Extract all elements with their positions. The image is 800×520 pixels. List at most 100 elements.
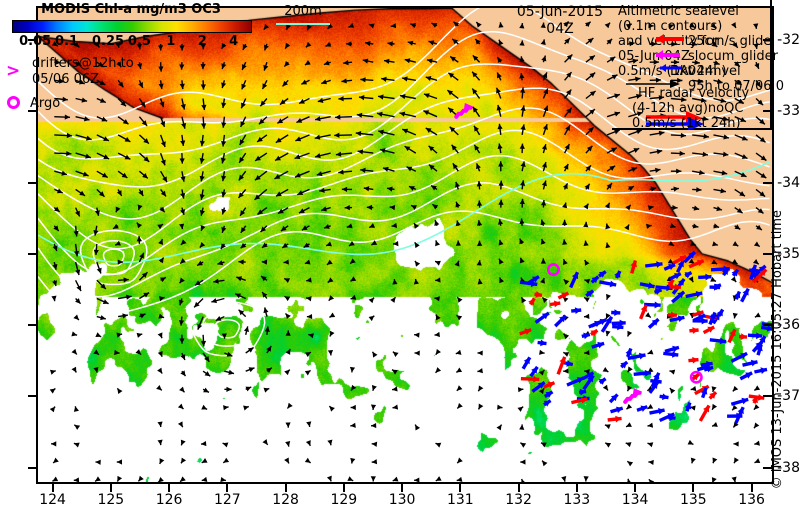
- velocity-vector-head: [452, 38, 458, 45]
- x-tick-mark: [284, 484, 287, 492]
- velocity-vector-head: [159, 458, 165, 464]
- velocity-vector-head: [435, 442, 442, 448]
- velocity-vector-head: [731, 258, 738, 265]
- velocity-vector-head: [414, 332, 420, 338]
- argo-float-marker: [546, 263, 560, 277]
- velocity-vector-head: [451, 144, 457, 151]
- velocity-vector-head: [716, 206, 722, 212]
- velocity-vector-head: [262, 439, 268, 445]
- velocity-vector-head: [261, 276, 267, 282]
- velocity-vector-head: [160, 159, 166, 166]
- map-plot-area[interactable]: [36, 6, 774, 484]
- hf-radar-vector-head: [571, 272, 579, 280]
- velocity-vector-head: [245, 386, 252, 392]
- velocity-vector-head: [221, 102, 227, 109]
- velocity-vector-head: [177, 403, 184, 410]
- x-tick-label: 134: [621, 492, 649, 508]
- velocity-vector-head: [720, 188, 726, 194]
- hf-radar-vector-head: [616, 406, 623, 414]
- velocity-vector-head: [520, 459, 526, 465]
- velocity-vector-head: [118, 81, 124, 88]
- velocity-vector-head: [238, 309, 245, 316]
- velocity-vector-head: [691, 41, 698, 47]
- velocity-vector-head: [563, 368, 569, 374]
- velocity-vector-head: [357, 149, 364, 155]
- sealevel-contour: [38, 107, 770, 220]
- hf-radar-vector-head: [759, 269, 767, 277]
- velocity-vector-head: [286, 23, 291, 30]
- velocity-vector-head: [221, 63, 227, 69]
- velocity-vector-head: [650, 186, 657, 192]
- velocity-vector-head: [370, 476, 376, 482]
- velocity-vector-head: [602, 384, 608, 391]
- velocity-vector-head: [334, 132, 340, 138]
- y-tick-mark-right: [763, 181, 772, 184]
- velocity-vector-head: [203, 387, 209, 393]
- y-tick-label: -37: [777, 388, 800, 405]
- velocity-vector-head: [632, 58, 639, 64]
- velocity-vector-head: [296, 118, 303, 123]
- y-tick-label: -34: [777, 174, 800, 191]
- velocity-vector-head: [200, 44, 206, 50]
- velocity-vector-head: [399, 111, 406, 117]
- velocity-vector-head: [327, 439, 333, 446]
- hf-radar-vector-head: [667, 413, 675, 420]
- velocity-vector-head: [520, 442, 527, 448]
- velocity-vector-head: [448, 72, 455, 79]
- velocity-vector-head: [278, 208, 284, 214]
- velocity-vector-head: [102, 299, 109, 304]
- velocity-vector-head: [94, 210, 101, 216]
- velocity-vector-head: [139, 313, 146, 319]
- velocity-vector-head: [53, 225, 59, 232]
- sealevel-contour: [38, 63, 770, 160]
- velocity-vector-head: [142, 173, 148, 179]
- velocity-vector-head: [671, 41, 677, 47]
- velocity-vector-head: [307, 24, 312, 31]
- velocity-vector-head: [702, 116, 709, 122]
- hf-radar-vector-head: [695, 290, 703, 298]
- velocity-vector-head: [81, 97, 88, 103]
- velocity-vector-head: [314, 134, 321, 140]
- velocity-vector-head: [238, 192, 244, 198]
- velocity-vector-head: [221, 43, 227, 49]
- velocity-vector-head: [736, 208, 743, 214]
- hf-radar-vector-head: [667, 279, 674, 287]
- velocity-vector-head: [71, 366, 77, 373]
- hf-radar-vector-head: [745, 372, 753, 379]
- velocity-vector-head: [327, 349, 334, 356]
- velocity-vector-head: [49, 406, 56, 413]
- velocity-vector-head: [540, 238, 546, 245]
- velocity-vector-head: [372, 351, 378, 358]
- hf-radar-vector-head: [590, 330, 598, 337]
- velocity-vector-head: [85, 153, 91, 159]
- velocity-vector-head: [157, 351, 163, 357]
- velocity-vector-head: [456, 367, 463, 373]
- velocity-vector-head: [681, 96, 687, 103]
- hf-radar-vector-head: [610, 394, 618, 402]
- y-tick-mark: [28, 466, 36, 469]
- velocity-vector-head: [371, 240, 378, 245]
- x-tick-mark: [750, 484, 753, 492]
- velocity-vector-head: [753, 241, 760, 247]
- velocity-vector-head: [477, 368, 483, 374]
- velocity-vector-head: [585, 21, 591, 28]
- velocity-vector-head: [540, 277, 546, 284]
- hf-radar-vector-head: [731, 269, 738, 277]
- velocity-vector-head: [254, 194, 261, 200]
- velocity-vector-head: [457, 457, 463, 464]
- velocity-vector-head: [447, 90, 454, 96]
- velocity-vector-head: [431, 185, 437, 191]
- velocity-vector-head: [239, 157, 245, 163]
- scale-bar-line: [276, 23, 330, 25]
- velocity-vector-head: [200, 63, 206, 70]
- velocity-vector-head: [723, 134, 729, 140]
- velocity-vector-head: [415, 424, 421, 431]
- velocity-vector-head: [197, 323, 203, 330]
- velocity-vector-head: [452, 163, 458, 170]
- velocity-vector-head: [562, 202, 568, 209]
- velocity-vector-head: [647, 422, 654, 428]
- velocity-vector-head: [627, 330, 633, 337]
- velocity-vector-head: [651, 41, 657, 47]
- hf-radar-vector-head: [696, 310, 704, 318]
